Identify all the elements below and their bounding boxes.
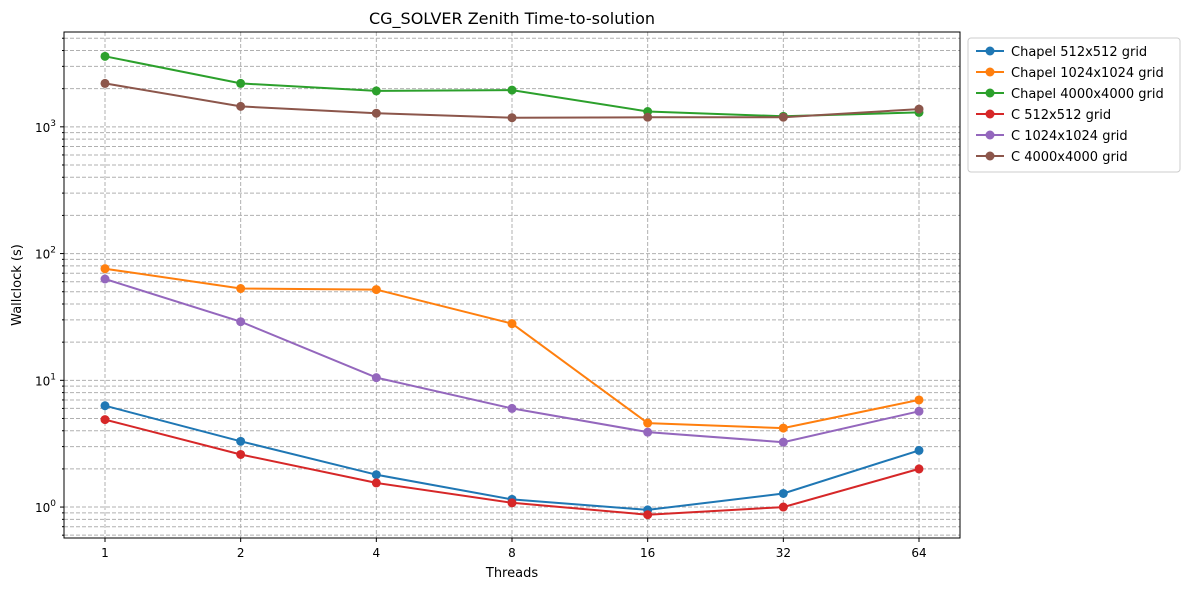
data-point — [914, 464, 924, 474]
data-point — [778, 112, 788, 122]
legend-label: Chapel 512x512 grid — [1011, 45, 1147, 60]
legend-item: Chapel 4000x4000 grid — [976, 87, 1164, 102]
data-point — [507, 113, 517, 123]
legend-label: Chapel 4000x4000 grid — [1011, 87, 1164, 102]
data-point — [914, 406, 924, 416]
legend-marker — [985, 88, 995, 98]
data-point — [643, 510, 653, 520]
data-point — [100, 78, 110, 88]
x-axis: 1 2 4 8 16 32 64 — [101, 538, 927, 560]
data-point — [100, 415, 110, 425]
x-tick-label: 32 — [776, 546, 791, 560]
data-point — [507, 85, 517, 95]
y-axis-label: Wallclock (s) — [10, 244, 25, 326]
x-tick-label: 1 — [101, 546, 109, 560]
data-point — [236, 449, 246, 459]
series-layer — [100, 51, 924, 520]
series-2 — [100, 264, 924, 433]
legend-item: C 4000x4000 grid — [976, 150, 1128, 165]
data-point — [100, 51, 110, 61]
data-point — [371, 86, 381, 96]
x-tick-label: 64 — [911, 546, 926, 560]
data-point — [236, 284, 246, 294]
data-point — [100, 274, 110, 284]
data-point — [643, 112, 653, 122]
legend: Chapel 512x512 grid Chapel 1024x1024 grid… — [967, 37, 1181, 173]
legend-marker — [985, 67, 995, 77]
data-point — [643, 427, 653, 437]
data-point — [778, 437, 788, 447]
legend-item: C 1024x1024 grid — [976, 129, 1128, 144]
x-tick-label: 4 — [373, 546, 381, 560]
data-point — [236, 101, 246, 111]
data-point — [507, 498, 517, 508]
data-point — [778, 488, 788, 498]
data-point — [507, 319, 517, 329]
data-point — [371, 108, 381, 118]
data-point — [236, 436, 246, 446]
chart-title: CG_SOLVER Zenith Time-to-solution — [369, 9, 655, 29]
legend-box — [967, 37, 1181, 173]
legend-label: Chapel 1024x1024 grid — [1011, 66, 1164, 81]
y-axis: 100 101 102 103 — [35, 37, 64, 536]
legend-marker — [985, 109, 995, 119]
legend-marker — [985, 130, 995, 140]
data-point — [371, 373, 381, 383]
data-point — [371, 478, 381, 488]
series-6 — [100, 78, 924, 123]
y-tick-label: 101 — [35, 372, 56, 388]
data-point — [100, 401, 110, 411]
data-point — [914, 395, 924, 405]
data-point — [371, 470, 381, 480]
x-tick-label: 2 — [237, 546, 245, 560]
legend-item: Chapel 512x512 grid — [976, 45, 1147, 60]
data-point — [507, 403, 517, 413]
x-tick-label: 16 — [640, 546, 655, 560]
grid-lines — [64, 32, 960, 538]
y-tick-label: 102 — [35, 246, 56, 262]
data-point — [914, 445, 924, 455]
data-point — [778, 502, 788, 512]
legend-item: Chapel 1024x1024 grid — [976, 66, 1164, 81]
series-4 — [100, 415, 924, 520]
data-point — [371, 285, 381, 295]
data-point — [914, 104, 924, 114]
y-tick-label: 103 — [35, 119, 56, 135]
legend-marker — [985, 46, 995, 56]
legend-marker — [985, 151, 995, 161]
data-point — [778, 423, 788, 433]
legend-label: C 512x512 grid — [1011, 108, 1111, 123]
data-point — [236, 78, 246, 88]
y-tick-label: 100 — [35, 499, 56, 515]
data-point — [236, 317, 246, 327]
data-point — [643, 418, 653, 428]
legend-label: C 1024x1024 grid — [1011, 129, 1128, 144]
x-axis-label: Threads — [485, 566, 538, 581]
legend-item: C 512x512 grid — [976, 108, 1111, 123]
legend-label: C 4000x4000 grid — [1011, 150, 1128, 165]
data-point — [100, 264, 110, 274]
series-5 — [100, 274, 924, 447]
x-tick-label: 8 — [508, 546, 516, 560]
